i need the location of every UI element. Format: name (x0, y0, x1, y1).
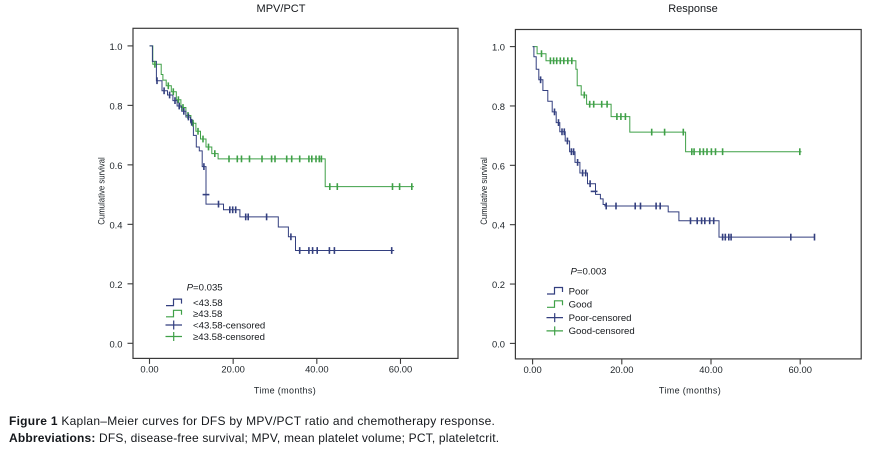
svg-text:Cumulative survival: Cumulative survival (479, 157, 489, 225)
svg-text:≥43.58-censored: ≥43.58-censored (193, 332, 265, 343)
svg-text:Poor: Poor (569, 286, 590, 297)
svg-text:Poor-censored: Poor-censored (569, 313, 632, 324)
svg-text:0.0: 0.0 (109, 338, 122, 349)
svg-text:Good-censored: Good-censored (569, 326, 635, 337)
svg-text:0.2: 0.2 (109, 279, 122, 290)
svg-text:0.0: 0.0 (492, 338, 505, 349)
svg-text:0.6: 0.6 (109, 160, 122, 171)
svg-text:MPV/PCT: MPV/PCT (257, 3, 306, 15)
svg-text:40.00: 40.00 (699, 364, 722, 375)
svg-text:1.0: 1.0 (109, 41, 122, 52)
svg-text:P=0.003: P=0.003 (571, 267, 607, 278)
svg-text:Response: Response (668, 3, 718, 15)
svg-text:<43.58: <43.58 (193, 298, 223, 309)
svg-text:Time (months): Time (months) (254, 386, 316, 396)
svg-text:Time (months): Time (months) (659, 386, 721, 396)
svg-text:0.8: 0.8 (492, 101, 505, 112)
svg-text:0.00: 0.00 (140, 364, 158, 375)
svg-text:60.00: 60.00 (788, 364, 811, 375)
svg-text:60.00: 60.00 (389, 364, 412, 375)
svg-text:<43.58-censored: <43.58-censored (193, 320, 265, 331)
svg-text:1.0: 1.0 (492, 42, 505, 53)
svg-text:P=0.035: P=0.035 (187, 283, 223, 294)
svg-text:0.6: 0.6 (492, 160, 505, 171)
svg-text:Good: Good (569, 300, 592, 311)
svg-text:20.00: 20.00 (221, 364, 244, 375)
svg-text:Cumulative survival: Cumulative survival (97, 157, 107, 225)
svg-text:0.4: 0.4 (109, 219, 122, 230)
svg-text:0.8: 0.8 (109, 100, 122, 111)
svg-text:0.00: 0.00 (523, 364, 541, 375)
svg-text:0.2: 0.2 (492, 279, 505, 290)
svg-text:≥43.58: ≥43.58 (193, 309, 222, 320)
svg-text:20.00: 20.00 (610, 364, 633, 375)
svg-text:0.4: 0.4 (492, 220, 505, 231)
svg-text:40.00: 40.00 (305, 364, 328, 375)
